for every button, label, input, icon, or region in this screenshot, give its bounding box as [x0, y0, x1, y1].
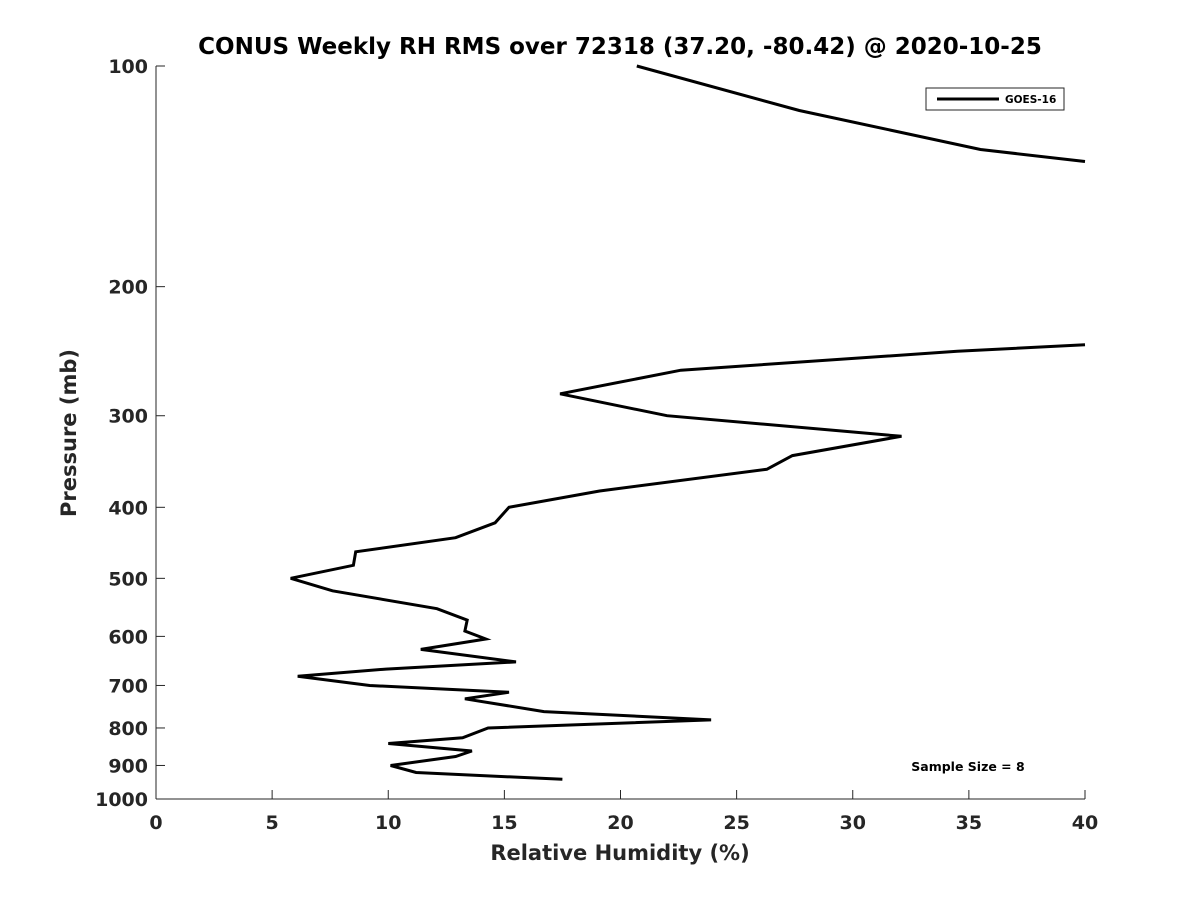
data-point [562, 779, 563, 780]
y-axis-label: Pressure (mb) [57, 349, 81, 517]
data-point [369, 685, 370, 686]
x-tick-label: 35 [956, 812, 982, 834]
data-point [420, 649, 421, 650]
y-tick-label: 100 [108, 56, 148, 78]
data-point [666, 415, 667, 416]
y-tick-label: 800 [108, 718, 148, 740]
y-tick-label: 500 [108, 568, 148, 590]
data-point [416, 772, 417, 773]
data-point [901, 436, 902, 437]
data-point [390, 765, 391, 766]
data-point [467, 620, 468, 621]
series-line-goes-16 [290, 343, 1086, 781]
data-point [495, 522, 496, 523]
y-axis-ticks: 100 200 300 400 500 600 700 800 900 1000 [95, 56, 165, 811]
data-point [290, 578, 291, 579]
y-tick-label: 900 [108, 755, 148, 777]
data-point [636, 65, 637, 66]
x-tick-label: 0 [149, 812, 162, 834]
data-point [485, 638, 486, 639]
data-point [436, 608, 437, 609]
data-point [980, 149, 981, 150]
x-tick-label: 25 [723, 812, 749, 834]
data-point [353, 565, 354, 566]
data-point [1084, 344, 1085, 345]
y-tick-label: 600 [108, 626, 148, 648]
data-point [515, 661, 516, 662]
y-tick-label: 200 [108, 277, 148, 299]
data-point [792, 455, 793, 456]
data-point [455, 537, 456, 538]
data-point [766, 469, 767, 470]
series-layer [290, 64, 1086, 781]
data-point [799, 110, 800, 111]
sample-size-annotation: Sample Size = 8 [911, 759, 1024, 774]
data-point [711, 719, 712, 720]
data-point [355, 551, 356, 552]
data-point [560, 393, 561, 394]
x-axis-ticks: 0 5 10 15 20 25 30 35 40 [149, 790, 1098, 834]
x-tick-label: 20 [607, 812, 633, 834]
x-tick-label: 15 [491, 812, 517, 834]
x-tick-label: 30 [840, 812, 866, 834]
y-tick-label: 1000 [95, 789, 148, 811]
data-point [508, 692, 509, 693]
data-point [471, 750, 472, 751]
x-tick-label: 5 [266, 812, 279, 834]
data-point [599, 490, 600, 491]
legend[interactable]: GOES-16 [925, 87, 1065, 111]
x-tick-label: 10 [375, 812, 401, 834]
x-tick-label: 40 [1072, 812, 1098, 834]
data-point [1084, 161, 1085, 162]
data-point [455, 756, 456, 757]
data-point [488, 727, 489, 728]
data-point [543, 711, 544, 712]
data-point [388, 743, 389, 744]
series-line-goes-16 [636, 64, 1086, 163]
data-point [464, 630, 465, 631]
y-tick-label: 700 [108, 675, 148, 697]
data-point [297, 676, 298, 677]
legend-label-goes-16: GOES-16 [1005, 94, 1056, 106]
data-point [464, 698, 465, 699]
data-point [332, 590, 333, 591]
y-tick-label: 300 [108, 406, 148, 428]
data-point [462, 737, 463, 738]
data-point [680, 370, 681, 371]
data-point [508, 507, 509, 508]
data-point [385, 669, 386, 670]
data-point [957, 351, 958, 352]
y-tick-label: 400 [108, 497, 148, 519]
x-axis-label: Relative Humidity (%) [490, 841, 749, 865]
chart-title: CONUS Weekly RH RMS over 72318 (37.20, -… [198, 34, 1042, 60]
